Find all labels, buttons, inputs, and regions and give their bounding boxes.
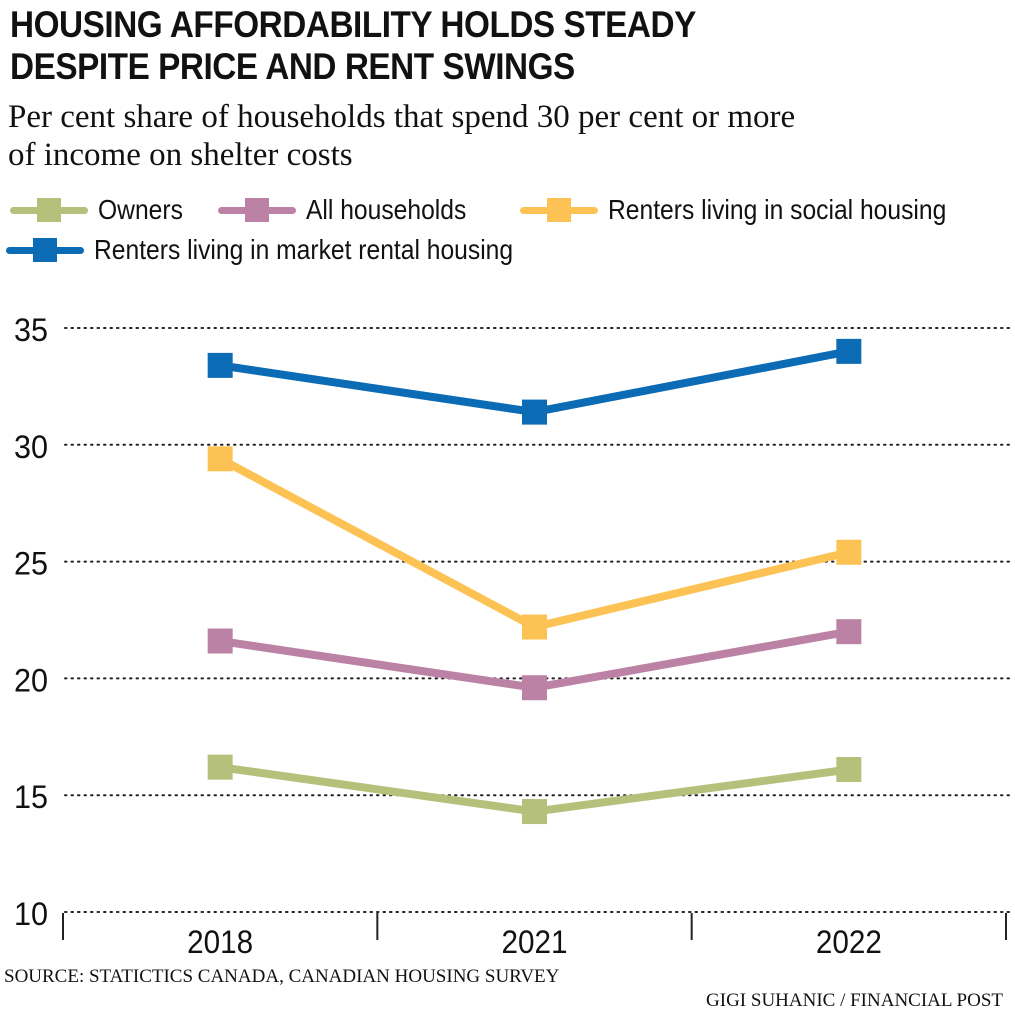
- legend-item-social-housing: Renters living in social housing: [518, 194, 992, 226]
- legend-label-market-rental-housing: Renters living in market rental housing: [94, 234, 514, 265]
- legend-label-social-housing: Renters living in social housing: [608, 194, 947, 225]
- legend-swatch-all-households: [216, 196, 298, 224]
- legend-item-owners: Owners: [8, 194, 194, 226]
- data-point-renters-living-in-social-housing-2022: [836, 539, 862, 565]
- legend-swatch-social-housing: [518, 196, 600, 224]
- y-tick-label-25: 25: [14, 546, 48, 582]
- legend-label-owners: Owners: [98, 194, 183, 225]
- data-point-all-households-2018: [207, 628, 233, 654]
- series-line-renters-living-in-social-housing: [218, 455, 850, 632]
- y-tick-label-10: 10: [14, 896, 48, 932]
- x-tick-label-2022: 2022: [816, 924, 882, 960]
- chart-subtitle-line-1: Per cent share of households that spend …: [8, 99, 796, 135]
- data-point-all-households-2021: [522, 675, 547, 701]
- chart-title-line-2: DESPITE PRICE AND RENT SWINGS: [10, 46, 575, 87]
- data-point-renters-living-in-social-housing-2018: [207, 446, 233, 472]
- legend-item-all-households: All households: [216, 194, 488, 226]
- y-tick-label-35: 35: [14, 312, 48, 348]
- data-point-owners-2022: [836, 757, 862, 783]
- x-tick-label-2018: 2018: [187, 924, 253, 960]
- x-tick-label-2021: 2021: [502, 924, 568, 960]
- credit-note: GIGI SUHANIC / FINANCIAL POST: [706, 990, 1003, 1011]
- chart-title-line-1: HOUSING AFFORDABILITY HOLDS STEADY: [10, 4, 696, 45]
- data-point-owners-2018: [207, 754, 233, 780]
- chart-title: HOUSING AFFORDABILITY HOLDS STEADY DESPI…: [10, 4, 696, 88]
- y-tick-label-30: 30: [14, 429, 48, 465]
- legend-label-all-households: All households: [306, 194, 467, 225]
- legend-item-market-rental-housing: Renters living in market rental housing: [4, 234, 570, 266]
- legend-swatch-owners: [8, 196, 90, 224]
- y-tick-label-15: 15: [14, 779, 48, 815]
- data-point-renters-living-in-market-rental-housing-2021: [522, 399, 547, 425]
- source-note: SOURCE: STATICTICS CANADA, CANADIAN HOUS…: [4, 966, 560, 987]
- data-point-all-households-2022: [836, 619, 862, 645]
- chart-subtitle: Per cent share of households that spend …: [8, 98, 795, 174]
- chart-subtitle-line-2: of income on shelter costs: [8, 137, 353, 173]
- legend-swatch-market-rental-housing: [4, 236, 86, 264]
- data-point-renters-living-in-market-rental-housing-2022: [836, 338, 862, 364]
- data-point-renters-living-in-market-rental-housing-2018: [207, 352, 233, 378]
- data-point-renters-living-in-social-housing-2021: [522, 614, 547, 640]
- y-tick-label-20: 20: [14, 662, 48, 698]
- data-point-owners-2021: [522, 799, 547, 825]
